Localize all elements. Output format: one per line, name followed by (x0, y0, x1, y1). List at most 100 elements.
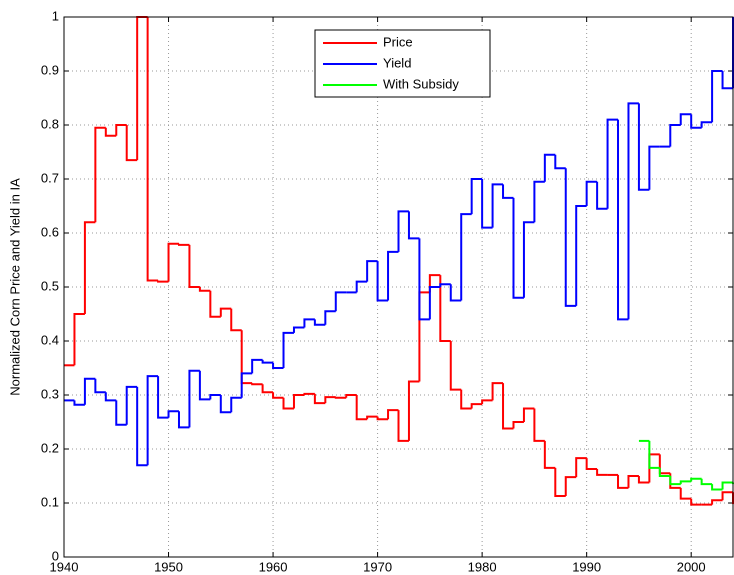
y-tick-label: 0.4 (41, 332, 59, 347)
step (711, 70, 723, 123)
step (387, 409, 399, 420)
step (230, 396, 242, 413)
step (439, 275, 451, 342)
step (146, 375, 159, 466)
step (157, 376, 169, 419)
y-tick-label: 0.6 (41, 224, 59, 239)
step (177, 411, 190, 429)
step (303, 318, 315, 328)
step (73, 313, 85, 366)
step (198, 287, 211, 292)
series (638, 439, 734, 491)
step (606, 118, 619, 209)
step (83, 221, 96, 314)
step (449, 341, 462, 391)
step (313, 319, 326, 326)
step (177, 243, 190, 246)
step (658, 467, 671, 477)
step (282, 331, 294, 368)
step (324, 396, 336, 404)
step (188, 244, 200, 288)
step (627, 102, 639, 320)
step (428, 286, 441, 320)
y-tick-label: 0.5 (41, 278, 59, 293)
step (533, 180, 545, 223)
step (407, 380, 420, 441)
y-tick-label: 0.2 (41, 440, 59, 455)
x-tick-label: 1970 (363, 559, 392, 574)
step (575, 205, 587, 306)
step (157, 280, 169, 283)
step (219, 395, 232, 414)
y-tick-label: 0.1 (41, 494, 59, 509)
step (512, 197, 524, 299)
step (491, 382, 504, 401)
step (334, 291, 347, 312)
step (261, 384, 274, 394)
step (136, 386, 148, 467)
x-tick-label: 1980 (468, 559, 497, 574)
step (198, 370, 211, 401)
step (73, 400, 85, 406)
step (376, 261, 389, 302)
step (292, 394, 305, 409)
step (366, 260, 378, 282)
step (564, 476, 577, 496)
step (240, 372, 253, 398)
step (470, 403, 483, 409)
step (397, 410, 409, 442)
step (533, 408, 545, 442)
y-tick-label: 0 (52, 548, 59, 563)
step (324, 310, 336, 325)
step (721, 481, 733, 490)
step (700, 478, 713, 486)
step (711, 499, 723, 505)
step (272, 362, 284, 369)
step (491, 183, 504, 228)
step (230, 308, 242, 332)
step (449, 284, 462, 302)
step (617, 474, 629, 489)
step (460, 213, 472, 301)
step (104, 127, 117, 137)
step (637, 476, 650, 484)
step (167, 242, 179, 282)
step (376, 416, 389, 421)
y-tick-label: 0.8 (41, 116, 59, 131)
y-tick-label: 0.9 (41, 62, 59, 77)
step (167, 410, 179, 418)
step (355, 280, 368, 293)
step (596, 468, 608, 476)
legend-label: Yield (383, 55, 411, 70)
x-tick-label: 2000 (677, 559, 706, 574)
step (648, 440, 660, 469)
series (64, 17, 734, 467)
step (585, 180, 598, 206)
step (617, 119, 629, 321)
y-tick-label: 1 (52, 8, 59, 23)
step (439, 283, 451, 287)
step (679, 480, 692, 485)
step (648, 145, 660, 190)
step (522, 407, 535, 422)
step (115, 400, 127, 426)
step (690, 114, 702, 129)
step (554, 467, 566, 497)
step (251, 383, 263, 386)
step (292, 326, 305, 333)
x-tick-label: 1990 (572, 559, 601, 574)
y-tick-label: 0.7 (41, 170, 59, 185)
x-tick-label: 1950 (154, 559, 183, 574)
step (502, 184, 514, 199)
step (313, 393, 326, 405)
step (543, 440, 556, 469)
step (94, 126, 106, 223)
step (387, 250, 399, 301)
step (94, 378, 106, 394)
step (407, 211, 420, 240)
step (627, 475, 639, 488)
step (522, 221, 535, 298)
x-tick-label: 1940 (50, 559, 79, 574)
step (470, 178, 483, 215)
